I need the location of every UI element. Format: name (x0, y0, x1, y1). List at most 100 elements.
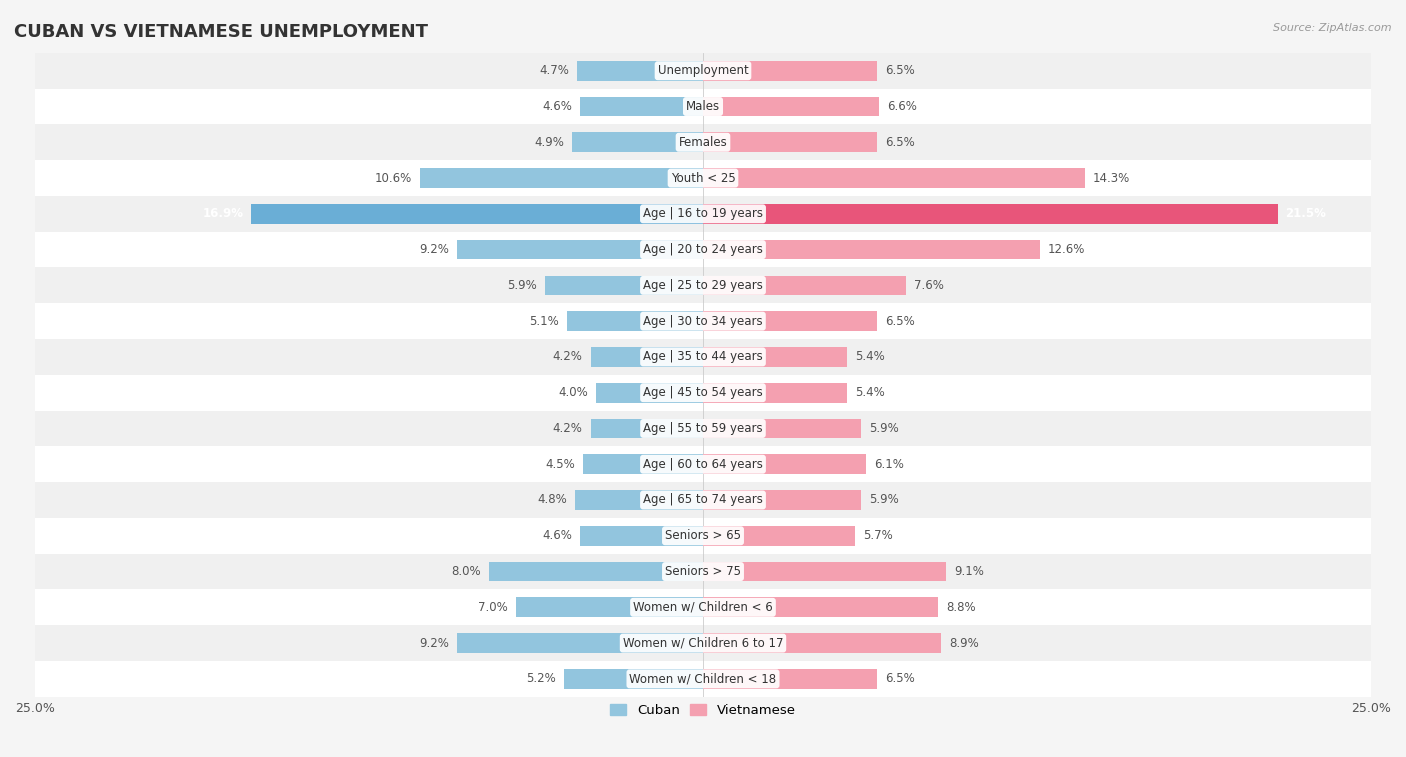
Text: 5.9%: 5.9% (869, 422, 898, 435)
Text: Women w/ Children < 18: Women w/ Children < 18 (630, 672, 776, 685)
Bar (703, 419, 860, 438)
Text: Seniors > 75: Seniors > 75 (665, 565, 741, 578)
Bar (35, 304, 1371, 339)
Bar (703, 562, 946, 581)
Text: 5.4%: 5.4% (855, 386, 884, 399)
Bar (703, 168, 1085, 188)
Text: 5.9%: 5.9% (508, 279, 537, 292)
Bar (35, 267, 1371, 304)
Text: Youth < 25: Youth < 25 (671, 172, 735, 185)
Text: Age | 45 to 54 years: Age | 45 to 54 years (643, 386, 763, 399)
Text: Males: Males (686, 100, 720, 113)
Bar (489, 562, 703, 581)
Text: 8.9%: 8.9% (949, 637, 979, 650)
Text: Unemployment: Unemployment (658, 64, 748, 77)
Text: 4.5%: 4.5% (546, 458, 575, 471)
Bar (35, 89, 1371, 124)
Bar (703, 311, 877, 331)
Text: 6.5%: 6.5% (884, 315, 914, 328)
Text: 14.3%: 14.3% (1092, 172, 1130, 185)
Text: 4.6%: 4.6% (543, 100, 572, 113)
Bar (35, 232, 1371, 267)
Bar (35, 160, 1371, 196)
Bar (703, 97, 879, 117)
Text: 5.4%: 5.4% (855, 350, 884, 363)
Bar (591, 419, 703, 438)
Text: 6.5%: 6.5% (884, 136, 914, 149)
Text: 5.2%: 5.2% (526, 672, 555, 685)
Legend: Cuban, Vietnamese: Cuban, Vietnamese (605, 699, 801, 722)
Bar (567, 311, 703, 331)
Bar (420, 168, 703, 188)
Text: 6.6%: 6.6% (887, 100, 917, 113)
Text: 4.2%: 4.2% (553, 422, 582, 435)
Text: Age | 30 to 34 years: Age | 30 to 34 years (643, 315, 763, 328)
Text: 8.8%: 8.8% (946, 601, 976, 614)
Bar (546, 276, 703, 295)
Bar (516, 597, 703, 617)
Text: Age | 20 to 24 years: Age | 20 to 24 years (643, 243, 763, 256)
Bar (457, 634, 703, 653)
Bar (35, 482, 1371, 518)
Text: 4.7%: 4.7% (540, 64, 569, 77)
Bar (703, 491, 860, 509)
Text: Source: ZipAtlas.com: Source: ZipAtlas.com (1274, 23, 1392, 33)
Bar (564, 669, 703, 689)
Text: Age | 60 to 64 years: Age | 60 to 64 years (643, 458, 763, 471)
Text: 4.9%: 4.9% (534, 136, 564, 149)
Bar (582, 454, 703, 474)
Bar (35, 553, 1371, 590)
Bar (35, 53, 1371, 89)
Text: 5.1%: 5.1% (529, 315, 558, 328)
Text: 9.1%: 9.1% (955, 565, 984, 578)
Bar (35, 518, 1371, 553)
Bar (596, 383, 703, 403)
Text: 21.5%: 21.5% (1285, 207, 1326, 220)
Bar (703, 240, 1039, 260)
Text: 9.2%: 9.2% (419, 243, 449, 256)
Bar (703, 597, 938, 617)
Text: 7.0%: 7.0% (478, 601, 508, 614)
Bar (581, 97, 703, 117)
Text: Age | 65 to 74 years: Age | 65 to 74 years (643, 494, 763, 506)
Text: 16.9%: 16.9% (202, 207, 243, 220)
Bar (575, 491, 703, 509)
Text: 4.0%: 4.0% (558, 386, 588, 399)
Bar (703, 454, 866, 474)
Bar (703, 204, 1278, 223)
Text: 8.0%: 8.0% (451, 565, 481, 578)
Text: 4.8%: 4.8% (537, 494, 567, 506)
Text: Seniors > 65: Seniors > 65 (665, 529, 741, 542)
Text: Age | 35 to 44 years: Age | 35 to 44 years (643, 350, 763, 363)
Bar (703, 383, 848, 403)
Text: 12.6%: 12.6% (1047, 243, 1085, 256)
Text: Age | 25 to 29 years: Age | 25 to 29 years (643, 279, 763, 292)
Text: 4.2%: 4.2% (553, 350, 582, 363)
Bar (35, 625, 1371, 661)
Bar (703, 347, 848, 366)
Bar (35, 447, 1371, 482)
Bar (572, 132, 703, 152)
Bar (35, 339, 1371, 375)
Bar (591, 347, 703, 366)
Text: 6.1%: 6.1% (875, 458, 904, 471)
Text: 6.5%: 6.5% (884, 672, 914, 685)
Text: Women w/ Children 6 to 17: Women w/ Children 6 to 17 (623, 637, 783, 650)
Bar (457, 240, 703, 260)
Bar (703, 526, 855, 546)
Bar (35, 196, 1371, 232)
Bar (35, 410, 1371, 447)
Bar (703, 634, 941, 653)
Bar (703, 132, 877, 152)
Bar (703, 276, 905, 295)
Bar (581, 526, 703, 546)
Bar (703, 61, 877, 80)
Bar (35, 661, 1371, 696)
Bar (35, 124, 1371, 160)
Text: Women w/ Children < 6: Women w/ Children < 6 (633, 601, 773, 614)
Text: 6.5%: 6.5% (884, 64, 914, 77)
Text: 5.9%: 5.9% (869, 494, 898, 506)
Text: Age | 55 to 59 years: Age | 55 to 59 years (643, 422, 763, 435)
Bar (35, 375, 1371, 410)
Bar (35, 590, 1371, 625)
